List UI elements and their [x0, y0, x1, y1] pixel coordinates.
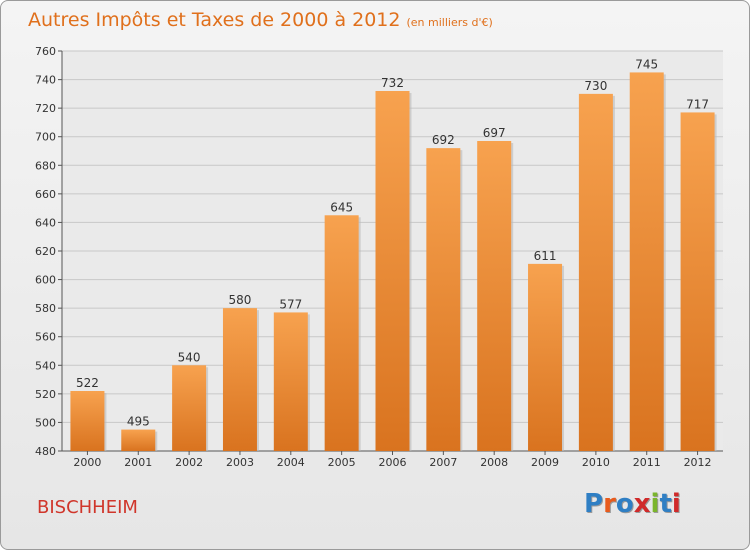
logo-letter: i — [671, 489, 681, 519]
x-tick-label: 2004 — [277, 456, 305, 469]
y-tick-label: 660 — [35, 188, 56, 201]
y-tick-label: 560 — [35, 331, 56, 344]
bar-value-label: 611 — [534, 249, 557, 263]
x-tick-label: 2011 — [633, 456, 661, 469]
x-tick-label: 2002 — [175, 456, 203, 469]
bar — [70, 391, 105, 451]
x-tick-label: 2000 — [73, 456, 101, 469]
bar-value-label: 717 — [686, 97, 709, 111]
x-tick-label: 2009 — [531, 456, 559, 469]
bar-value-label: 730 — [584, 79, 607, 93]
x-tick-label: 2010 — [582, 456, 610, 469]
y-tick-label: 640 — [35, 216, 56, 229]
bar-value-label: 522 — [76, 376, 99, 390]
logo-letter: i — [650, 489, 660, 519]
bar-value-label: 540 — [178, 350, 201, 364]
x-tick-label: 2008 — [480, 456, 508, 469]
bar — [477, 141, 512, 451]
bar — [324, 215, 359, 451]
y-tick-label: 700 — [35, 131, 56, 144]
bar — [121, 429, 156, 451]
bar — [222, 308, 257, 451]
x-tick-label: 2005 — [328, 456, 356, 469]
bar-value-label: 745 — [635, 57, 658, 71]
bar — [375, 91, 410, 451]
y-tick-label: 540 — [35, 359, 56, 372]
x-tick-label: 2007 — [429, 456, 457, 469]
bar-value-label: 692 — [432, 133, 455, 147]
y-tick-label: 480 — [35, 445, 56, 458]
y-tick-label: 520 — [35, 388, 56, 401]
chart-subtitle: (en milliers d'€) — [406, 16, 493, 29]
bar-value-label: 645 — [330, 200, 353, 214]
y-tick-label: 620 — [35, 245, 56, 258]
logo-letter: x — [633, 489, 651, 519]
x-tick-label: 2006 — [379, 456, 407, 469]
chart-title: Autres Impôts et Taxes de 2000 à 2012 (en… — [28, 9, 493, 31]
bar-value-label: 577 — [279, 297, 302, 311]
y-tick-label: 760 — [35, 45, 56, 58]
x-tick-label: 2012 — [684, 456, 712, 469]
y-tick-label: 720 — [35, 102, 56, 115]
proxiti-logo[interactable]: Proxiti — [584, 489, 681, 519]
logo-letter: o — [615, 489, 634, 519]
y-tick-label: 500 — [35, 416, 56, 429]
logo-letter: t — [659, 489, 672, 519]
bar — [172, 365, 207, 451]
bar — [578, 93, 613, 451]
city-name: BISCHHEIM — [37, 497, 138, 518]
x-tick-label: 2001 — [124, 456, 152, 469]
bar-value-label: 697 — [483, 126, 506, 140]
y-tick-label: 680 — [35, 159, 56, 172]
y-tick-label: 580 — [35, 302, 56, 315]
logo-letter: r — [603, 489, 616, 519]
y-tick-label: 600 — [35, 274, 56, 287]
bar — [426, 148, 461, 451]
bar — [273, 312, 308, 451]
logo-letter: P — [584, 489, 604, 519]
bar-value-label: 495 — [127, 415, 150, 429]
bar-value-label: 580 — [229, 293, 252, 307]
chart-title-text: Autres Impôts et Taxes de 2000 à 2012 — [28, 9, 401, 31]
y-tick-label: 740 — [35, 74, 56, 87]
bar — [629, 72, 664, 451]
bar — [528, 263, 563, 451]
x-tick-label: 2003 — [226, 456, 254, 469]
bar-value-label: 732 — [381, 76, 404, 90]
bar — [680, 112, 715, 451]
